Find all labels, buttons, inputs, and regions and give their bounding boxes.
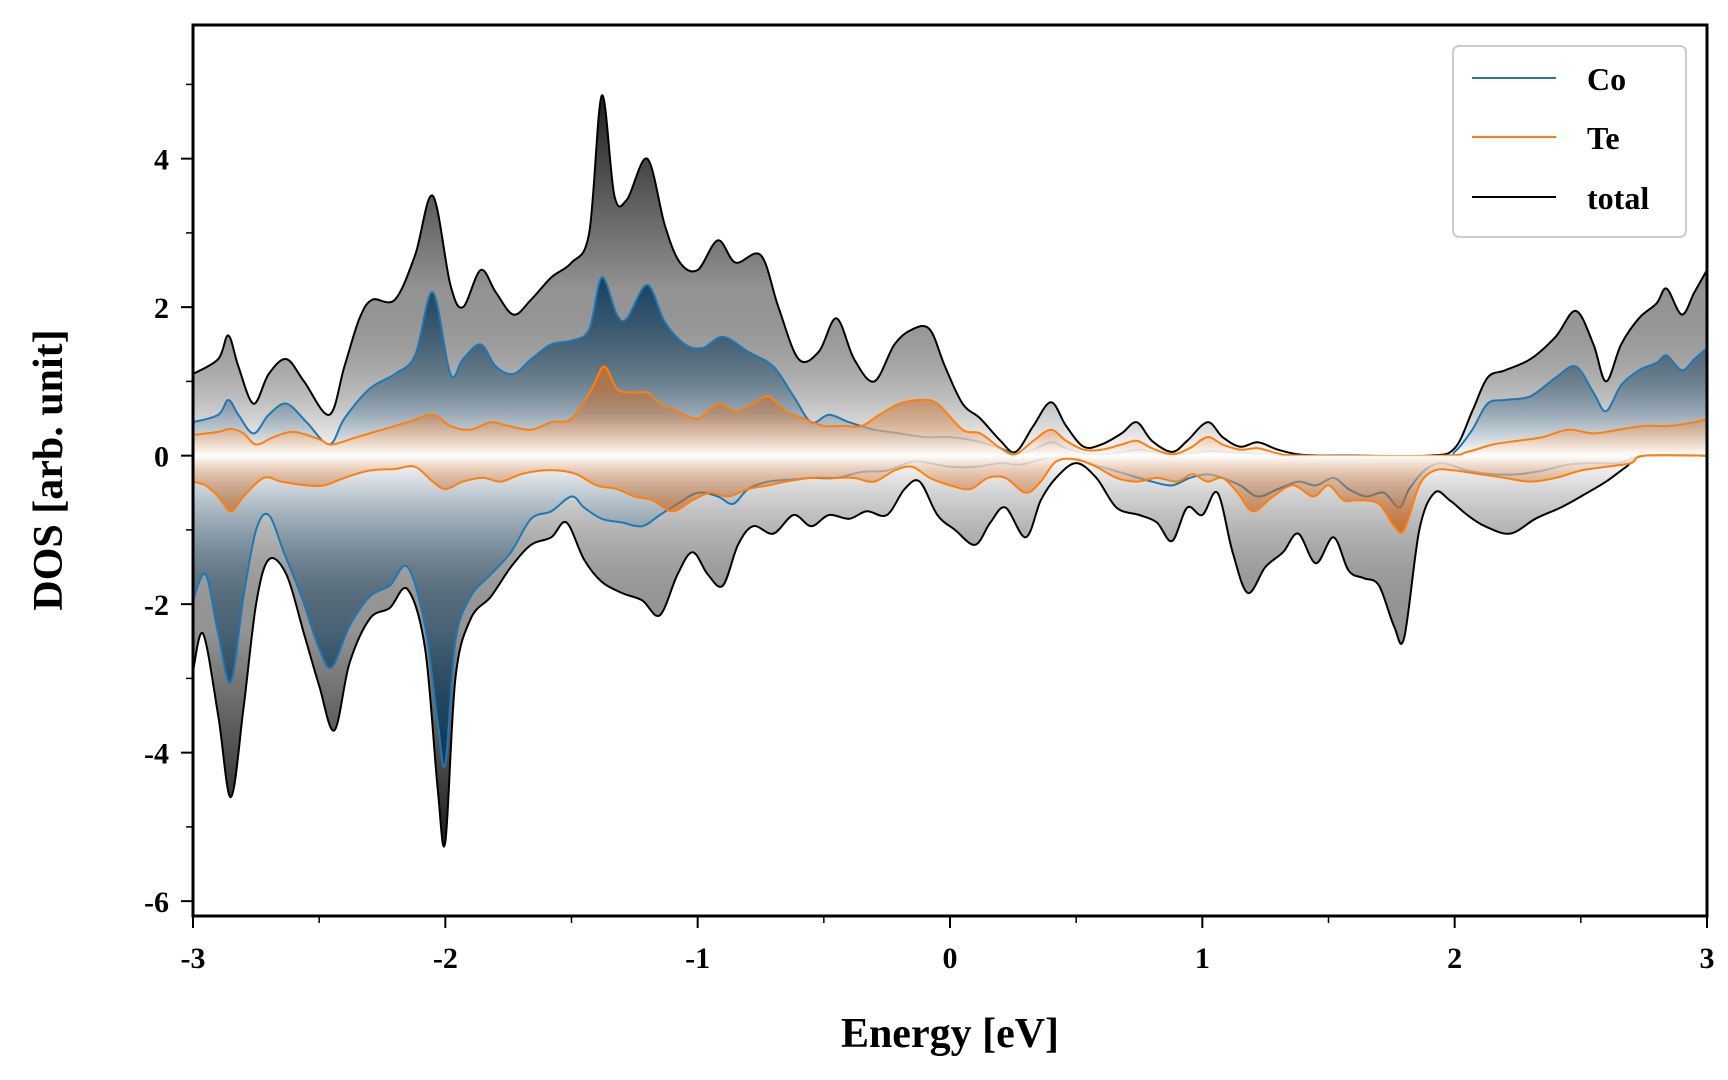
te-down-line (192, 454, 1708, 534)
total-up-line (192, 94, 1708, 458)
x-tick-label: -2 (433, 942, 458, 975)
y-tick-label: 4 (154, 144, 169, 177)
y-tick-label: 2 (154, 292, 169, 325)
x-tick-label: -1 (685, 942, 710, 975)
co-up-fill (193, 277, 1707, 456)
x-tick-label: 1 (1195, 942, 1210, 975)
plot-area (192, 94, 1708, 848)
total-down-line (192, 453, 1708, 848)
x-tick-label: 3 (1700, 942, 1715, 975)
legend-item-total: total (1472, 180, 1649, 216)
x-tick-label: 2 (1447, 942, 1462, 975)
y-tick-label: -4 (144, 738, 169, 771)
co-down-fill (193, 455, 1707, 768)
legend-item-co: Co (1472, 61, 1626, 97)
legend-item-te: Te (1472, 120, 1620, 156)
te-up-fill (193, 366, 1707, 457)
legend: Co Te total (1452, 45, 1687, 238)
te-down-fill (193, 455, 1707, 533)
y-tick-label: 0 (154, 441, 169, 474)
legend-frame (1452, 45, 1687, 238)
x-tick-label: 0 (943, 942, 958, 975)
x-axis: -3 -2 -1 0 1 2 3 (181, 916, 1715, 975)
legend-label-co: Co (1587, 61, 1626, 97)
x-tick-label: -3 (181, 942, 206, 975)
y-tick-label: -2 (144, 589, 169, 622)
y-tick-label: -6 (144, 886, 169, 919)
y-axis-title: DOS [arb. unit] (26, 329, 72, 610)
legend-label-total: total (1587, 180, 1649, 216)
y-axis: -6 -4 -2 0 2 4 (144, 83, 193, 919)
x-axis-title: Energy [eV] (841, 1011, 1059, 1057)
legend-label-te: Te (1587, 120, 1620, 156)
